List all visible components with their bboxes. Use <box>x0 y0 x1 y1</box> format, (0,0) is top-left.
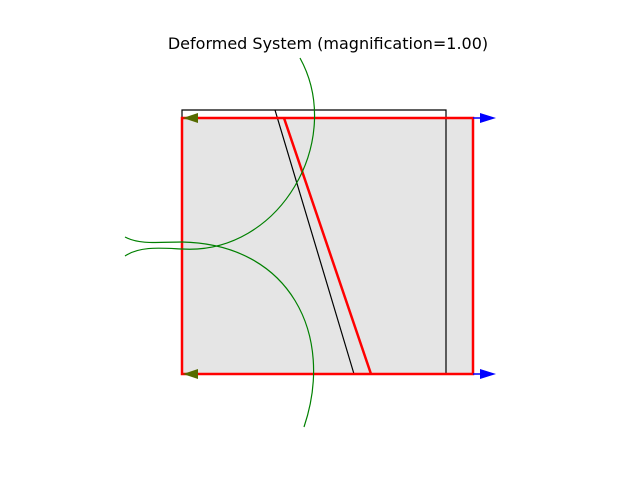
deformed-diagonal <box>282 117 373 375</box>
support-arcs <box>124 57 316 428</box>
arrow-right-bottom-icon <box>480 369 496 379</box>
blue-arrows <box>473 113 496 379</box>
lower-arc <box>124 236 315 428</box>
undeformed-diagonal <box>274 109 355 375</box>
arrow-left-top-icon <box>183 113 198 123</box>
deformed-frame <box>180 116 475 376</box>
upper-arc <box>124 57 316 257</box>
figure-title: Deformed System (magnification=1.00) <box>168 34 488 53</box>
reaction-arrows <box>183 113 198 379</box>
deformed-outline <box>180 116 475 376</box>
arrow-right-top-icon <box>480 113 496 123</box>
arrow-left-bottom-icon <box>183 369 198 379</box>
